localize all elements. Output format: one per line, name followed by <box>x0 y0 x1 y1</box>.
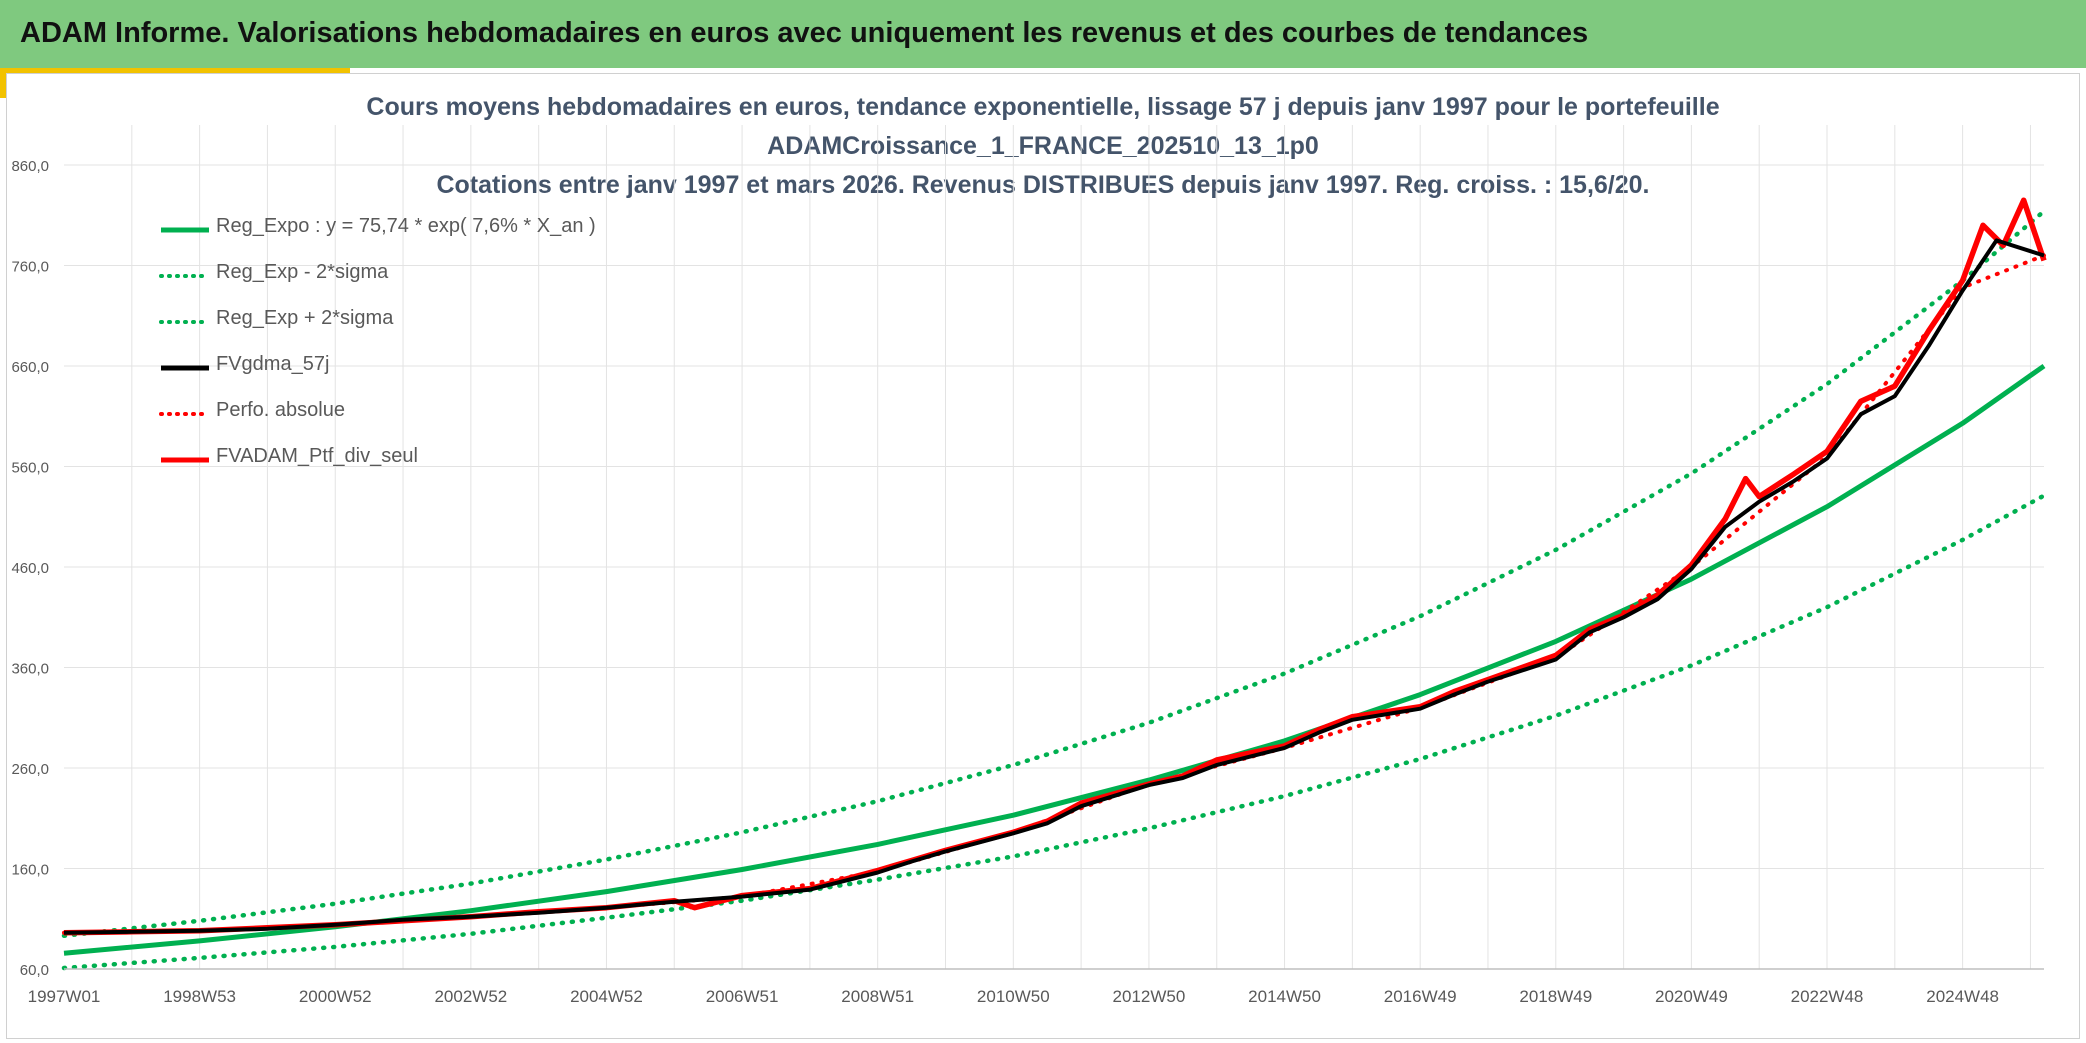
y-tick-label: 360,0 <box>11 661 49 678</box>
legend-label: Reg_Exp - 2*sigma <box>216 261 389 283</box>
x-tick-label: 2010W50 <box>977 987 1050 1006</box>
axis-layer: 860,0 760,0 660,0 560,0 460,0 360,0 260,0 160,0… <box>11 158 2044 1006</box>
y-tick-label: 160,0 <box>11 862 49 879</box>
x-tick-label: 2020W49 <box>1655 987 1728 1006</box>
legend-label: Perfo. absolue <box>216 399 345 421</box>
chart-title-line-1: Cours moyens hebdomadaires en euros, ten… <box>366 93 1720 121</box>
legend-swatch <box>159 320 211 324</box>
x-tick-label: 2016W49 <box>1384 987 1457 1006</box>
legend-label: FVgdma_57j <box>216 353 330 375</box>
x-tick-label: 2014W50 <box>1248 987 1321 1006</box>
x-tick-label: 1997W01 <box>28 987 101 1006</box>
header-banner: ADAM Informe. Valorisations hebdomadaire… <box>0 0 2086 68</box>
x-tick-label: 2018W49 <box>1519 987 1592 1006</box>
x-tick-label: 2022W48 <box>1791 987 1864 1006</box>
series-line-3 <box>63 238 2045 935</box>
x-tick-label: 2004W52 <box>570 987 643 1006</box>
y-tick-label: 460,0 <box>11 560 49 577</box>
series-line-4 <box>62 253 2046 935</box>
legend-swatch <box>159 274 211 278</box>
legend-swatch <box>159 412 211 416</box>
x-tick-label: 2006W51 <box>706 987 779 1006</box>
y-tick-label: 860,0 <box>11 158 49 175</box>
chart-title-line-2: ADAMCroissance_1_FRANCE_202510_13_1p0 <box>767 132 1319 160</box>
y-tick-label: 60,0 <box>20 962 49 979</box>
page-title: ADAM Informe. Valorisations hebdomadaire… <box>20 17 1589 49</box>
y-tick-label: 560,0 <box>11 460 49 477</box>
accent-bar-left <box>0 68 6 98</box>
series-layer <box>61 197 2047 971</box>
chart-title-line-3: Cotations entre janv 1997 et mars 2026. … <box>436 171 1650 199</box>
y-tick-label: 660,0 <box>11 359 49 376</box>
x-tick-label: 2012W50 <box>1113 987 1186 1006</box>
legend-label: Reg_Expo : y = 75,74 * exp( 7,6% * X_an … <box>216 215 596 237</box>
legend-label: FVADAM_Ptf_div_seul <box>216 445 418 467</box>
y-tick-label: 760,0 <box>11 259 49 276</box>
x-tick-label: 2000W52 <box>299 987 372 1006</box>
x-tick-label: 2002W52 <box>434 987 507 1006</box>
x-tick-label: 2008W51 <box>841 987 914 1006</box>
legend-label: Reg_Exp + 2*sigma <box>216 307 394 329</box>
chart-frame <box>6 73 2080 1039</box>
x-tick-label: 1998W53 <box>163 987 236 1006</box>
legend-swatch <box>161 227 209 233</box>
grid-layer <box>64 125 2044 970</box>
series-line-1 <box>61 493 2047 971</box>
accent-bar-top <box>0 68 350 73</box>
legend-swatch <box>161 365 209 371</box>
x-tick-label: 2024W48 <box>1926 987 1999 1006</box>
series-line-2 <box>61 208 2047 939</box>
legend-swatch <box>161 457 209 463</box>
y-tick-label: 260,0 <box>11 761 49 778</box>
